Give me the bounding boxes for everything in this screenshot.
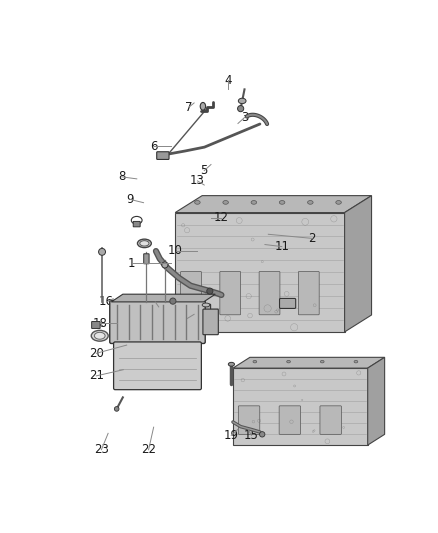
Polygon shape: [233, 368, 367, 445]
Ellipse shape: [238, 98, 246, 103]
Text: 12: 12: [214, 212, 229, 224]
Ellipse shape: [194, 200, 200, 204]
Polygon shape: [111, 294, 215, 302]
Text: 8: 8: [118, 171, 125, 183]
Circle shape: [114, 407, 119, 411]
Text: 18: 18: [92, 317, 107, 330]
Text: 23: 23: [94, 443, 109, 456]
Text: 13: 13: [190, 174, 205, 188]
Ellipse shape: [336, 200, 341, 204]
Text: 11: 11: [274, 240, 290, 253]
FancyBboxPatch shape: [133, 221, 140, 227]
FancyBboxPatch shape: [201, 304, 211, 318]
Ellipse shape: [140, 241, 149, 246]
Text: 9: 9: [126, 193, 134, 206]
Ellipse shape: [223, 200, 228, 204]
Circle shape: [207, 288, 213, 294]
Polygon shape: [345, 196, 371, 332]
Ellipse shape: [354, 360, 358, 363]
Text: 10: 10: [168, 244, 183, 257]
Ellipse shape: [91, 330, 108, 341]
FancyBboxPatch shape: [238, 406, 260, 434]
Ellipse shape: [251, 200, 257, 204]
FancyBboxPatch shape: [259, 271, 280, 315]
FancyBboxPatch shape: [220, 271, 240, 315]
Ellipse shape: [321, 360, 324, 363]
Ellipse shape: [202, 303, 210, 307]
Text: 2: 2: [308, 232, 316, 245]
Text: 19: 19: [224, 429, 239, 442]
FancyBboxPatch shape: [298, 271, 319, 315]
Circle shape: [259, 432, 265, 437]
Polygon shape: [233, 357, 385, 368]
Text: 7: 7: [185, 101, 193, 114]
Text: 3: 3: [241, 111, 248, 124]
FancyBboxPatch shape: [279, 298, 296, 309]
Polygon shape: [175, 213, 345, 332]
FancyBboxPatch shape: [144, 254, 149, 264]
FancyBboxPatch shape: [203, 309, 218, 335]
Circle shape: [162, 262, 168, 268]
Text: 1: 1: [128, 256, 135, 270]
Text: 14: 14: [180, 312, 195, 325]
Polygon shape: [367, 357, 385, 445]
Text: 16: 16: [99, 295, 114, 309]
Ellipse shape: [228, 362, 234, 366]
Ellipse shape: [200, 102, 205, 110]
Ellipse shape: [307, 200, 313, 204]
Ellipse shape: [253, 360, 257, 363]
Polygon shape: [175, 196, 371, 213]
FancyBboxPatch shape: [279, 406, 300, 434]
Ellipse shape: [94, 332, 105, 339]
Text: 5: 5: [201, 164, 208, 177]
FancyBboxPatch shape: [157, 152, 169, 159]
Text: 15: 15: [244, 429, 259, 442]
Text: 4: 4: [224, 74, 232, 87]
FancyBboxPatch shape: [92, 321, 100, 328]
Ellipse shape: [287, 360, 290, 363]
Circle shape: [170, 298, 176, 304]
Text: 20: 20: [89, 347, 104, 360]
FancyBboxPatch shape: [113, 342, 201, 390]
Circle shape: [99, 248, 106, 255]
Text: 6: 6: [150, 140, 157, 152]
Text: 17: 17: [148, 295, 163, 309]
Text: 22: 22: [141, 443, 156, 456]
Circle shape: [237, 106, 244, 112]
FancyBboxPatch shape: [110, 301, 205, 343]
Ellipse shape: [279, 200, 285, 204]
FancyBboxPatch shape: [180, 271, 201, 315]
Text: 21: 21: [89, 369, 104, 382]
Ellipse shape: [138, 239, 151, 248]
FancyBboxPatch shape: [320, 406, 341, 434]
